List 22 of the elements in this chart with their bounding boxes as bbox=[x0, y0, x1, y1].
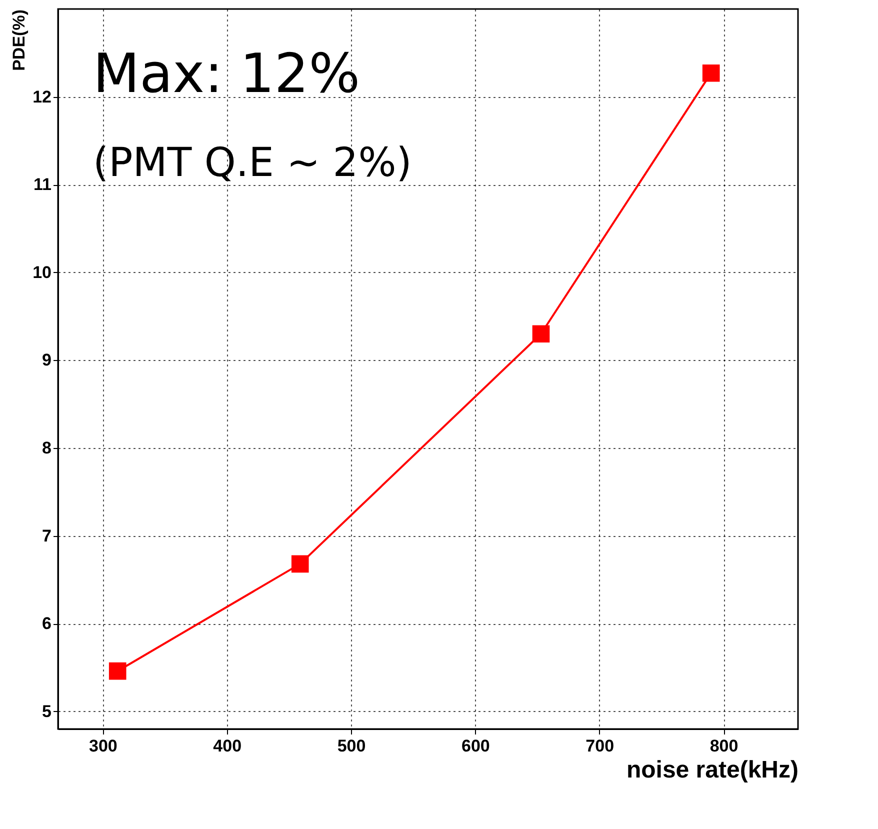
y-tick-label: 7 bbox=[42, 526, 52, 546]
y-tick-label: 12 bbox=[32, 87, 52, 106]
x-tick-label: 300 bbox=[89, 736, 118, 756]
point bbox=[702, 64, 720, 82]
point bbox=[108, 662, 126, 680]
annotation: (PMT Q.E ~ 2%) bbox=[93, 140, 412, 186]
x-tick-label: 600 bbox=[461, 736, 490, 756]
y-tick-label: 5 bbox=[42, 702, 52, 721]
x-axis-title: noise rate(kHz) bbox=[626, 756, 798, 784]
y-tick-label: 9 bbox=[42, 350, 52, 370]
y-tick-label: 6 bbox=[42, 614, 52, 634]
x-tick-label: 800 bbox=[710, 736, 738, 756]
point bbox=[291, 555, 309, 573]
y-tick-label: 10 bbox=[32, 262, 52, 282]
y-axis-title: PDE(%) bbox=[10, 10, 29, 71]
point bbox=[532, 325, 550, 343]
y-tick-label: 11 bbox=[34, 175, 52, 194]
x-tick-label: 700 bbox=[586, 736, 614, 756]
annotation: Max: 12% bbox=[93, 42, 360, 105]
x-tick-label: 400 bbox=[213, 736, 242, 756]
x-tick-label: 500 bbox=[337, 736, 366, 756]
y-tick-label: 8 bbox=[42, 438, 52, 458]
